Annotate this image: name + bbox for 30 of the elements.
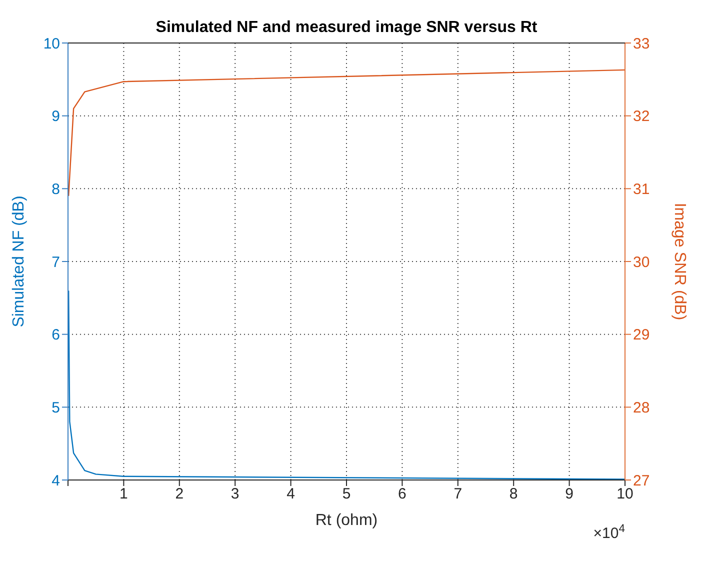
y2-tick-label: 30 — [633, 254, 650, 271]
x-tick-label: 7 — [454, 486, 462, 503]
x-tick-label: 6 — [398, 486, 406, 503]
x-axis-title: Rt (ohm) — [315, 512, 378, 529]
y2-axis-title: Image SNR (dB) — [671, 202, 688, 320]
y2-tick-label: 31 — [633, 180, 650, 198]
x-tick-label: 5 — [342, 486, 351, 503]
y-tick-label: 6 — [52, 326, 60, 344]
x-tick-label: 1 — [120, 486, 128, 503]
y2-tick-label: 33 — [633, 35, 650, 52]
x-tick-label: 4 — [286, 486, 295, 503]
y-tick-label: 4 — [52, 472, 60, 490]
x-tick-label: 2 — [175, 486, 184, 503]
x-tick-label: 8 — [509, 486, 518, 503]
y-tick-label: 10 — [43, 35, 60, 52]
x-tick-label: 9 — [565, 486, 574, 503]
x-tick-label: 10 — [616, 486, 634, 503]
x-tick-label: 3 — [230, 486, 240, 503]
y-axis-title: Simulated NF (dB) — [10, 196, 28, 328]
y-tick-label: 8 — [52, 180, 60, 198]
y-tick-label: 9 — [52, 108, 60, 126]
chart-title: Simulated NF and measured image SNR versus Rt — [156, 19, 538, 36]
y2-tick-label: 28 — [633, 399, 650, 416]
y-tick-label: 5 — [52, 399, 60, 416]
y2-tick-label: 27 — [633, 472, 650, 490]
y2-tick-label: 32 — [633, 108, 650, 126]
text: ×10$^{4}$ — [593, 523, 625, 542]
line-series — [68, 69, 625, 197]
y2-tick-label: 29 — [633, 326, 650, 344]
y-tick-label: 7 — [52, 254, 60, 271]
